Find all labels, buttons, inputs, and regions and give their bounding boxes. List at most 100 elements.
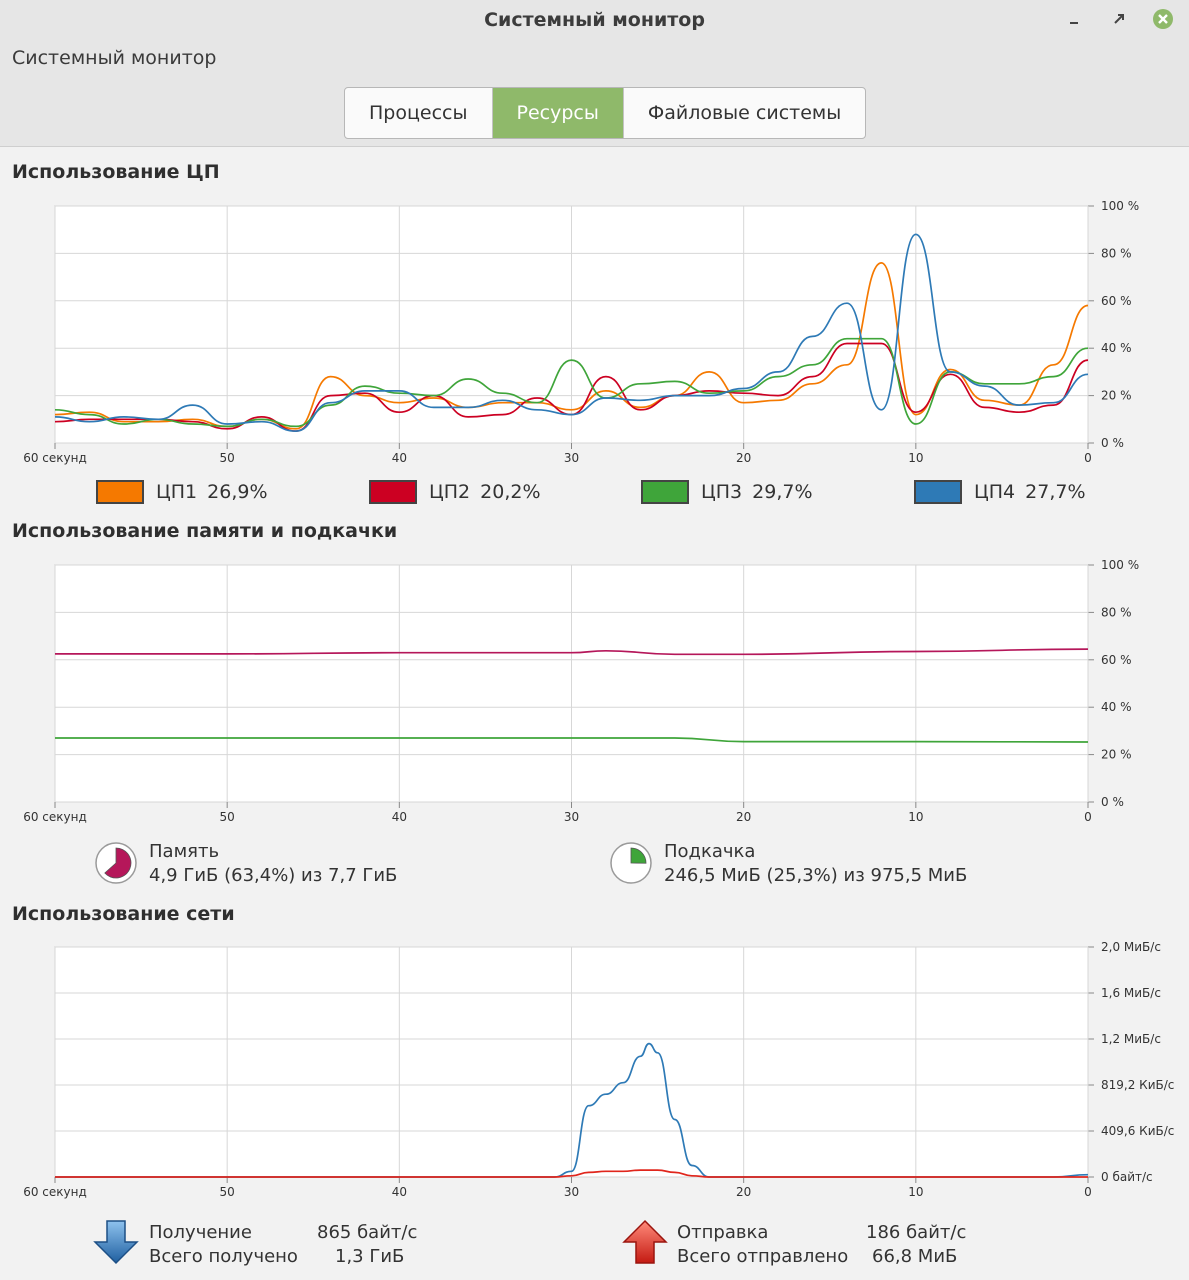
cpu4-color-swatch[interactable] bbox=[914, 480, 962, 504]
cpu-ytick-label: 40 % bbox=[1101, 341, 1132, 355]
swap-label: Подкачка bbox=[664, 841, 756, 862]
memory-xtick-label: 20 bbox=[736, 810, 751, 824]
cpu4-legend[interactable]: ЦП4 27,7% bbox=[914, 480, 1086, 504]
swap-detail: 246,5 МиБ (25,3%) из 975,5 МиБ bbox=[664, 865, 968, 886]
network-ytick-label: 819,2 КиБ/с bbox=[1101, 1078, 1174, 1092]
cpu-xtick-label: 30 bbox=[564, 451, 579, 465]
memory-ytick-label: 100 % bbox=[1101, 558, 1139, 572]
minimize-button[interactable] bbox=[1063, 8, 1085, 30]
swap-pie-slice bbox=[630, 847, 647, 864]
memory-section-title: Использование памяти и подкачки bbox=[12, 520, 398, 542]
cpu-ytick-label: 20 % bbox=[1101, 389, 1132, 403]
network-ytick-label: 1,2 МиБ/с bbox=[1101, 1032, 1161, 1046]
cpu2-color-swatch[interactable] bbox=[369, 480, 417, 504]
send-rate: 186 байт/с bbox=[866, 1222, 967, 1243]
cpu3-value: 29,7% bbox=[752, 481, 813, 503]
network-series-line-1 bbox=[55, 1169, 1088, 1178]
cpu-series-line-2 bbox=[54, 337, 1089, 428]
send-total: 66,8 МиБ bbox=[872, 1246, 958, 1267]
maximize-icon bbox=[1114, 14, 1124, 24]
send-total-label: Всего отправлено bbox=[677, 1246, 849, 1267]
receive-total: 1,3 ГиБ bbox=[335, 1246, 405, 1267]
cpu2-value: 20,2% bbox=[480, 481, 541, 503]
arrow-up-icon bbox=[622, 1219, 668, 1264]
view-switcher: Процессы Ресурсы Файловые системы bbox=[344, 87, 867, 139]
cpu1-value: 26,9% bbox=[207, 481, 268, 503]
cpu-usage-graph: 100 % 80 % 60 % 40 % 20 % 0 % 60 секунд 50 40 30 2… bbox=[23, 199, 1139, 465]
cpu-xtick-label: 40 bbox=[392, 451, 407, 465]
memory-xtick-label: 50 bbox=[220, 810, 235, 824]
memory-xtick-label: 40 bbox=[392, 810, 407, 824]
cpu-series-line-1 bbox=[54, 342, 1089, 432]
memory-pie-icon[interactable] bbox=[94, 841, 138, 885]
app-title: Системный монитор bbox=[12, 47, 217, 69]
network-ytick-label: 2,0 МиБ/с bbox=[1101, 940, 1161, 954]
cpu2-label: ЦП2 bbox=[429, 481, 471, 503]
memory-series-line-1 bbox=[55, 737, 1089, 743]
receive-rate: 865 байт/с bbox=[317, 1222, 418, 1243]
arrow-down-icon bbox=[93, 1220, 139, 1265]
memory-series-line-0 bbox=[55, 648, 1089, 656]
ram-pie-slice bbox=[104, 847, 132, 879]
cpu1-legend[interactable]: ЦП1 26,9% bbox=[96, 480, 268, 504]
cpu3-legend[interactable]: ЦП3 29,7% bbox=[641, 480, 813, 504]
maximize-button[interactable] bbox=[1108, 8, 1130, 30]
swap-pie-icon[interactable] bbox=[609, 841, 653, 885]
memory-ytick-label: 60 % bbox=[1101, 653, 1132, 667]
receive-total-label: Всего получено bbox=[149, 1246, 298, 1267]
cpu4-value: 27,7% bbox=[1025, 481, 1086, 503]
memory-ytick-label: 80 % bbox=[1101, 605, 1132, 619]
network-xtick-label: 40 bbox=[392, 1185, 407, 1199]
cpu-xtick-label: 10 bbox=[908, 451, 923, 465]
memory-ytick-label: 20 % bbox=[1101, 748, 1132, 762]
cpu3-color-swatch[interactable] bbox=[641, 480, 689, 504]
memory-xtick-label: 0 bbox=[1084, 810, 1092, 824]
tab-processes[interactable]: Процессы bbox=[345, 88, 493, 138]
network-xtick-label: 0 bbox=[1084, 1185, 1092, 1199]
cpu-section-title: Использование ЦП bbox=[12, 161, 220, 183]
network-xtick-label: 30 bbox=[564, 1185, 579, 1199]
memory-ytick-label: 40 % bbox=[1101, 700, 1132, 714]
tab-resources[interactable]: Ресурсы bbox=[492, 88, 624, 138]
cpu-series-line-3 bbox=[54, 233, 1089, 432]
cpu-ytick-label: 100 % bbox=[1101, 199, 1139, 213]
network-xtick-label: 60 секунд bbox=[23, 1185, 87, 1199]
memory-xtick-label: 60 секунд bbox=[23, 810, 87, 824]
network-ytick-label: 409,6 КиБ/с bbox=[1101, 1124, 1174, 1138]
memory-detail: 4,9 ГиБ (63,4%) из 7,7 ГиБ bbox=[149, 865, 398, 886]
network-xtick-label: 50 bbox=[220, 1185, 235, 1199]
close-icon bbox=[1153, 9, 1173, 29]
memory-label: Память bbox=[149, 841, 220, 862]
cpu-ytick-label: 0 % bbox=[1101, 436, 1124, 450]
network-usage-graph: 2,0 МиБ/с 1,6 МиБ/с 1,2 МиБ/с 819,2 КиБ/с 40… bbox=[23, 940, 1174, 1199]
memory-xtick-label: 30 bbox=[564, 810, 579, 824]
cpu-xtick-label: 20 bbox=[736, 451, 751, 465]
cpu1-label: ЦП1 bbox=[156, 481, 198, 503]
network-ytick-label: 1,6 МиБ/с bbox=[1101, 986, 1161, 1000]
send-label: Отправка bbox=[677, 1222, 769, 1243]
swap-legend: Подкачка 246,5 МиБ (25,3%) из 975,5 МиБ bbox=[664, 840, 967, 888]
cpu3-label: ЦП3 bbox=[701, 481, 743, 503]
memory-usage-graph: 100 % 80 % 60 % 40 % 20 % 0 % 60 секунд 50 40 30 2… bbox=[23, 558, 1139, 824]
network-section-title: Использование сети bbox=[12, 903, 235, 925]
network-ytick-label: 0 байт/с bbox=[1101, 1170, 1153, 1184]
close-button[interactable] bbox=[1152, 8, 1174, 30]
memory-ytick-label: 0 % bbox=[1101, 795, 1124, 809]
receive-label: Получение bbox=[149, 1222, 252, 1243]
memory-legend: Память 4,9 ГиБ (63,4%) из 7,7 ГиБ bbox=[149, 840, 397, 888]
cpu-ytick-label: 60 % bbox=[1101, 294, 1132, 308]
window-titlebar[interactable]: Системный монитор bbox=[0, 0, 1189, 40]
cpu-xtick-label: 50 bbox=[220, 451, 235, 465]
cpu2-legend[interactable]: ЦП2 20,2% bbox=[369, 480, 541, 504]
memory-xtick-label: 10 bbox=[908, 810, 923, 824]
network-xtick-label: 20 bbox=[736, 1185, 751, 1199]
cpu4-label: ЦП4 bbox=[974, 481, 1016, 503]
window-title: Системный монитор bbox=[484, 9, 705, 31]
network-xtick-label: 10 bbox=[908, 1185, 923, 1199]
cpu1-color-swatch[interactable] bbox=[96, 480, 144, 504]
cpu-ytick-label: 80 % bbox=[1101, 246, 1132, 260]
cpu-xtick-label: 0 bbox=[1084, 451, 1092, 465]
minimize-icon bbox=[1070, 22, 1078, 24]
tab-filesystems[interactable]: Файловые системы bbox=[647, 102, 842, 124]
cpu-xtick-label: 60 секунд bbox=[23, 451, 87, 465]
